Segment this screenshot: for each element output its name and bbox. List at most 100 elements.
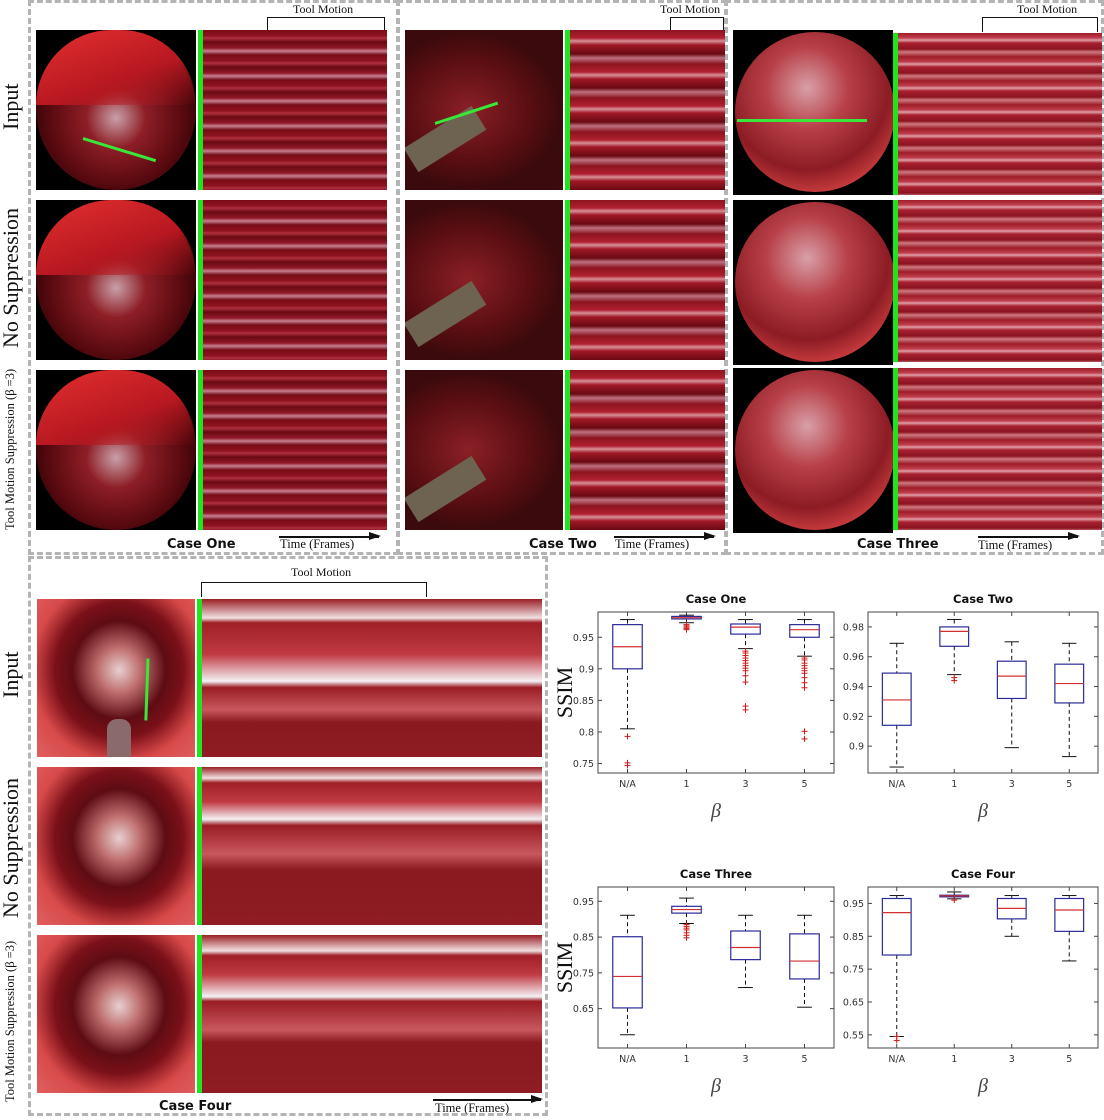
- case-title: Case Four: [159, 1099, 232, 1114]
- box: [881, 672, 912, 726]
- green-edge-bar: [565, 370, 570, 530]
- y-tick-label: 0.75: [843, 965, 864, 976]
- tool-motion-bracket: [670, 17, 724, 32]
- tool-motion-label: Tool Motion: [291, 565, 352, 579]
- boxplot-case-two: Case Two 0.9 0.92 0.94 0.96 0.98 N/A 1 3 5 β: [830, 585, 1104, 845]
- x-axis-label: β: [977, 800, 988, 822]
- green-edge-bar: [893, 200, 898, 362]
- y-tick-label: 0.94: [843, 682, 864, 693]
- case-one-panel: Tool Motion Case One Time (Frames): [28, 0, 399, 555]
- x-tick-label: 5: [801, 779, 807, 790]
- slit-scan-stripe-input: [898, 33, 1102, 195]
- x-tick-label: 5: [1066, 779, 1072, 790]
- input-frame: [733, 30, 893, 195]
- suppression-frame: [405, 370, 563, 530]
- time-arrow: [614, 533, 716, 539]
- green-edge-bar: [197, 767, 202, 925]
- no-suppression-frame: [37, 767, 195, 925]
- case-title: Case Three: [857, 537, 939, 552]
- boxplot-svg: Case Four 0.55 0.65 0.75 0.85 0.95 N/A 1 3 5 β: [843, 867, 1099, 1097]
- y-tick-label: 0.65: [573, 1004, 594, 1015]
- box: [996, 660, 1027, 700]
- boxplot-case-three: Case Three 0.65 0.75 0.85 0.95 N/A 1 3 5 SSIM β: [552, 860, 840, 1120]
- x-axis-label: β: [710, 1075, 721, 1097]
- no-suppression-frame: [405, 200, 563, 360]
- no-suppression-frame: [36, 200, 196, 360]
- time-axis-label: Time (Frames): [280, 537, 355, 551]
- y-tick-label: 0.8: [579, 727, 594, 738]
- green-edge-bar: [565, 200, 570, 360]
- case-title: Case One: [167, 537, 236, 552]
- row-label-input: Input: [0, 651, 23, 698]
- boxplot-svg: Case One 0.75 0.8 0.85 0.9 0.95 N/A 1 3 5 SSIM β: [552, 592, 835, 822]
- y-tick-label: 0.85: [573, 933, 594, 944]
- x-tick-label: N/A: [619, 779, 636, 790]
- x-tick-label: 1: [951, 779, 957, 790]
- box: [1054, 897, 1085, 932]
- row-label-no-suppression: No Suppression: [0, 778, 23, 918]
- y-tick-label: 0.65: [843, 998, 864, 1009]
- tool-motion-label: Tool Motion: [660, 2, 721, 16]
- x-tick-label: 1: [951, 1054, 957, 1065]
- slit-scan-stripe-no-suppression: [570, 200, 725, 360]
- boxplot-case-four: Case Four 0.55 0.65 0.75 0.85 0.95 N/A 1 3 5 β: [830, 860, 1104, 1120]
- y-tick-label: 0.85: [843, 932, 864, 943]
- slit-scan-stripe-input: [570, 30, 725, 190]
- y-tick-label: 0.9: [849, 742, 864, 753]
- y-tick-label: 0.75: [573, 759, 594, 770]
- y-tick-label: 0.96: [843, 652, 864, 663]
- green-edge-bar: [198, 200, 203, 360]
- time-arrow: [279, 533, 381, 539]
- green-edge-bar: [565, 30, 570, 190]
- slit-scan-stripe-no-suppression: [898, 200, 1102, 362]
- boxplot-case-one: Case One 0.75 0.8 0.85 0.9 0.95 N/A 1 3 5 SSIM β: [552, 585, 840, 845]
- box: [939, 626, 970, 647]
- tool-motion-bracket: [267, 17, 385, 32]
- green-edge-bar: [893, 33, 898, 195]
- suppression-frame: [36, 370, 196, 530]
- y-tick-label: 0.95: [573, 633, 594, 644]
- slit-scan-stripe-suppression: [570, 370, 725, 530]
- case-two-panel: Tool Motion Case Two Time (Frames): [397, 0, 727, 555]
- x-axis-label: β: [977, 1075, 988, 1097]
- y-tick-label: 0.92: [843, 712, 864, 723]
- green-edge-bar: [198, 30, 203, 190]
- tool-motion-bracket: [982, 17, 1098, 32]
- boxplot-svg: Case Three 0.65 0.75 0.85 0.95 N/A 1 3 5 SSIM β: [552, 867, 835, 1097]
- chart-title: Case Four: [951, 867, 1015, 881]
- case-four-panel: Tool Motion Case Four Time (Frames): [28, 556, 548, 1116]
- box: [730, 930, 761, 961]
- suppression-frame: [733, 368, 893, 533]
- case-three-panel: Tool Motion Case Three Time (Frames): [725, 0, 1104, 555]
- x-tick-label: 1: [683, 779, 689, 790]
- box: [789, 933, 820, 980]
- suppression-frame: [37, 935, 195, 1093]
- time-axis-label: Time (Frames): [615, 537, 690, 551]
- input-frame: [405, 30, 563, 190]
- green-edge-bar: [197, 935, 202, 1093]
- x-axis-label: β: [710, 800, 721, 822]
- time-axis-label: Time (Frames): [435, 1101, 510, 1115]
- tool-motion-label: Tool Motion: [1017, 2, 1078, 16]
- x-tick-label: N/A: [619, 1054, 636, 1065]
- time-arrow: [978, 533, 1080, 539]
- y-tick-label: 0.98: [843, 622, 864, 633]
- time-arrow: [433, 1096, 543, 1102]
- slit-scan-stripe-input: [203, 30, 387, 190]
- input-frame: [36, 30, 196, 190]
- chart-title: Case Two: [953, 592, 1013, 606]
- box: [612, 936, 643, 1009]
- x-tick-label: 3: [742, 779, 748, 790]
- y-tick-label: 0.95: [843, 899, 864, 910]
- row-label-suppression: Tool Motion Suppression (β =3): [3, 940, 17, 1102]
- no-suppression-frame: [733, 200, 893, 365]
- slit-scan-stripe-input: [202, 599, 542, 757]
- chart-title: Case Three: [680, 867, 752, 881]
- y-tick-label: 0.9: [579, 664, 594, 675]
- x-tick-label: 3: [1009, 779, 1015, 790]
- row-label-input: Input: [0, 83, 23, 130]
- input-frame: [37, 599, 195, 757]
- y-tick-label: 0.75: [573, 968, 594, 979]
- row-label-no-suppression: No Suppression: [0, 208, 23, 348]
- scan-line-indicator: [737, 119, 867, 122]
